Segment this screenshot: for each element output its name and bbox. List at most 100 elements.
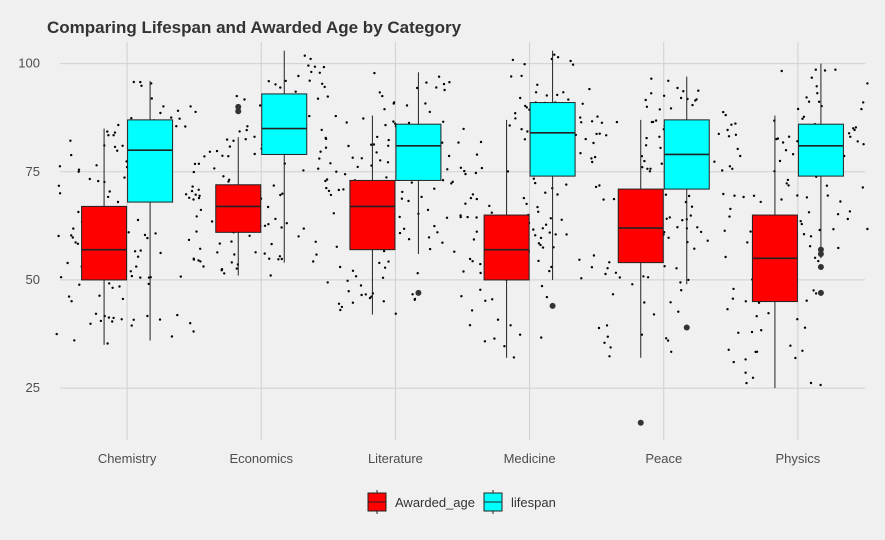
jitter-point bbox=[537, 259, 540, 263]
jitter-point bbox=[664, 193, 668, 196]
jitter-point bbox=[112, 316, 115, 320]
jitter-point bbox=[197, 162, 201, 165]
jitter-point bbox=[594, 185, 598, 189]
jitter-point bbox=[279, 193, 282, 197]
jitter-point bbox=[359, 284, 363, 287]
jitter-point bbox=[687, 194, 691, 198]
x-tick-label: Peace bbox=[645, 451, 682, 466]
jitter-point bbox=[302, 227, 305, 230]
jitter-point bbox=[74, 241, 77, 244]
jitter-point bbox=[677, 310, 680, 313]
jitter-point bbox=[335, 170, 338, 173]
jitter-point bbox=[398, 215, 401, 219]
chart-title: Comparing Lifespan and Awarded Age by Ca… bbox=[47, 18, 462, 37]
jitter-point bbox=[834, 68, 837, 71]
jitter-point bbox=[805, 96, 808, 99]
jitter-point bbox=[646, 276, 650, 279]
jitter-point bbox=[130, 324, 133, 327]
jitter-point bbox=[667, 79, 670, 83]
jitter-point bbox=[170, 116, 173, 119]
jitter-point bbox=[376, 135, 379, 139]
jitter-point bbox=[70, 153, 73, 157]
jitter-point bbox=[799, 220, 802, 223]
jitter-points bbox=[55, 53, 869, 387]
jitter-point bbox=[464, 202, 467, 205]
jitter-point bbox=[536, 83, 539, 87]
jitter-point bbox=[866, 82, 869, 85]
jitter-point bbox=[470, 309, 474, 312]
jitter-point bbox=[297, 235, 300, 238]
jitter-point bbox=[189, 322, 192, 325]
jitter-point bbox=[791, 153, 795, 156]
jitter-point bbox=[751, 376, 755, 379]
jitter-point bbox=[650, 92, 653, 95]
jitter-point bbox=[382, 300, 385, 303]
jitter-point bbox=[808, 245, 812, 248]
jitter-point bbox=[379, 159, 382, 162]
jitter-point bbox=[560, 218, 563, 221]
jitter-point bbox=[159, 111, 162, 115]
jitter-point bbox=[162, 105, 165, 108]
jitter-point bbox=[807, 100, 811, 103]
jitter-point bbox=[135, 265, 138, 268]
jitter-point bbox=[198, 194, 201, 197]
jitter-point bbox=[308, 79, 311, 82]
jitter-point bbox=[184, 125, 187, 128]
outlier-point bbox=[817, 250, 824, 257]
jitter-point bbox=[324, 137, 328, 141]
jitter-point bbox=[592, 141, 595, 145]
jitter-point bbox=[246, 125, 249, 128]
jitter-point bbox=[424, 102, 427, 105]
jitter-point bbox=[511, 58, 515, 62]
legend-item-lifespan: lifespan bbox=[483, 490, 556, 514]
jitter-point bbox=[554, 233, 557, 236]
jitter-point bbox=[227, 155, 230, 158]
box-Awarded_age-Medicine bbox=[483, 214, 530, 281]
jitter-point bbox=[726, 308, 729, 311]
jitter-point bbox=[730, 123, 733, 126]
jitter-point bbox=[475, 216, 478, 219]
jitter-point bbox=[856, 140, 859, 143]
jitter-point bbox=[192, 170, 195, 174]
jitter-point bbox=[536, 205, 539, 209]
jitter-point bbox=[676, 226, 679, 229]
jitter-point bbox=[794, 356, 797, 360]
jitter-point bbox=[194, 110, 197, 114]
jitter-point bbox=[540, 284, 544, 288]
jitter-point bbox=[405, 104, 409, 107]
jitter-point bbox=[539, 236, 543, 240]
jitter-point bbox=[462, 270, 465, 273]
jitter-point bbox=[556, 56, 560, 59]
jitter-point bbox=[446, 168, 449, 171]
legend-label: Awarded_age bbox=[395, 495, 475, 510]
jitter-point bbox=[641, 166, 644, 169]
jitter-point bbox=[107, 134, 110, 137]
jitter-point bbox=[780, 198, 783, 201]
jitter-point bbox=[326, 281, 329, 284]
jitter-point bbox=[221, 154, 224, 157]
legend-label: lifespan bbox=[511, 495, 556, 510]
jitter-point bbox=[662, 94, 666, 98]
jitter-point bbox=[442, 82, 446, 86]
jitter-point bbox=[410, 181, 413, 184]
jitter-point bbox=[437, 75, 441, 78]
jitter-point bbox=[230, 261, 233, 264]
box-Awarded_age-Chemistry bbox=[81, 205, 128, 281]
jitter-point bbox=[407, 121, 411, 125]
jitter-point bbox=[849, 135, 852, 138]
jitter-point bbox=[279, 86, 282, 89]
jitter-point bbox=[722, 192, 725, 196]
jitter-point bbox=[146, 314, 149, 318]
jitter-point bbox=[72, 227, 75, 230]
jitter-point bbox=[400, 197, 404, 200]
jitter-point bbox=[659, 146, 662, 150]
jitter-point bbox=[285, 222, 288, 225]
jitter-point bbox=[652, 313, 656, 316]
jitter-point bbox=[728, 165, 732, 168]
x-tick-label: Physics bbox=[776, 451, 821, 466]
jitter-point bbox=[280, 226, 283, 229]
jitter-point bbox=[796, 107, 800, 111]
jitter-point bbox=[194, 193, 197, 196]
jitter-point bbox=[565, 233, 568, 236]
jitter-point bbox=[614, 271, 618, 274]
